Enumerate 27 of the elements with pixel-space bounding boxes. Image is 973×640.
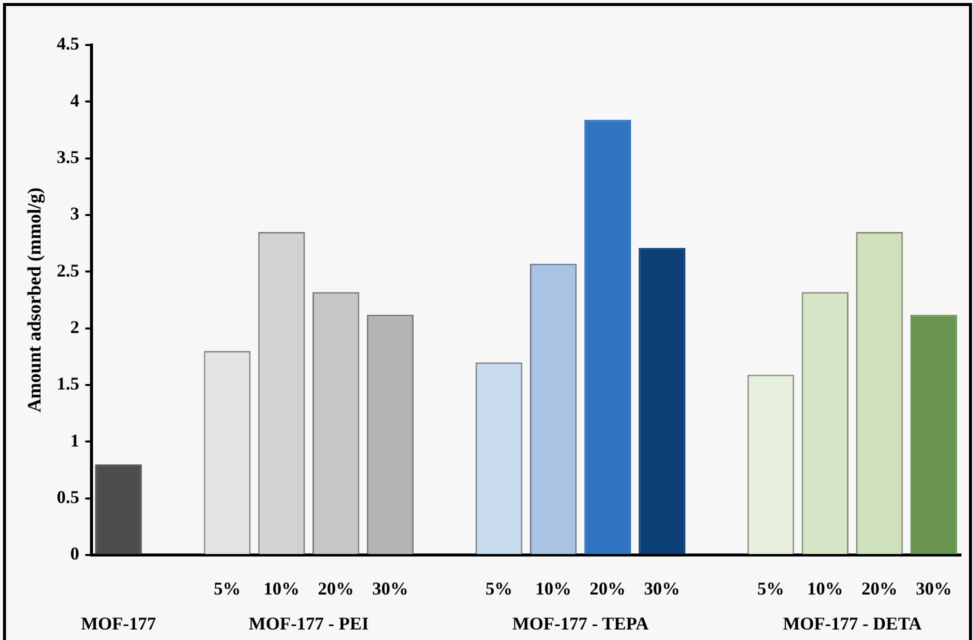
x-tick-label: 30%	[916, 578, 952, 599]
y-tick-label: 0.5	[56, 486, 80, 507]
y-tick-label: 3.5	[56, 146, 80, 167]
y-tick-label: 2	[70, 316, 80, 337]
x-tick-label: 30%	[372, 578, 408, 599]
x-tick-label: 5%	[757, 578, 784, 599]
x-tick-label: 10%	[807, 578, 844, 599]
text: MOF-177 - TEPA	[512, 614, 649, 634]
y-tick-label: 2.5	[56, 260, 80, 280]
x-tick-label: 20%	[318, 578, 354, 599]
y-tick-label: 4	[70, 90, 80, 110]
x-tick-label: 20%	[590, 578, 626, 599]
x-tick-label: 10%	[264, 578, 300, 599]
text: MOF-177 - DETA	[782, 614, 922, 634]
text: MOF-177	[80, 614, 156, 634]
y-tick-label: 4.5	[56, 34, 80, 54]
y-tick-label: 0	[70, 544, 80, 564]
y-tick-label: 1.5	[56, 374, 80, 394]
y-tick-label: 3	[70, 204, 80, 224]
x-tick-label: 5%	[485, 578, 512, 599]
x-tick-label: 10%	[535, 578, 572, 599]
x-tick-label: 30%	[644, 578, 680, 599]
y-axis-title: Amount adsorbed (mmol/g)	[24, 188, 46, 412]
x-tick-label: 5%	[214, 578, 241, 599]
text: MOF-177 - PEI	[248, 614, 369, 634]
x-tick-label: 20%	[861, 578, 898, 599]
y-tick-label: 1	[70, 430, 80, 450]
